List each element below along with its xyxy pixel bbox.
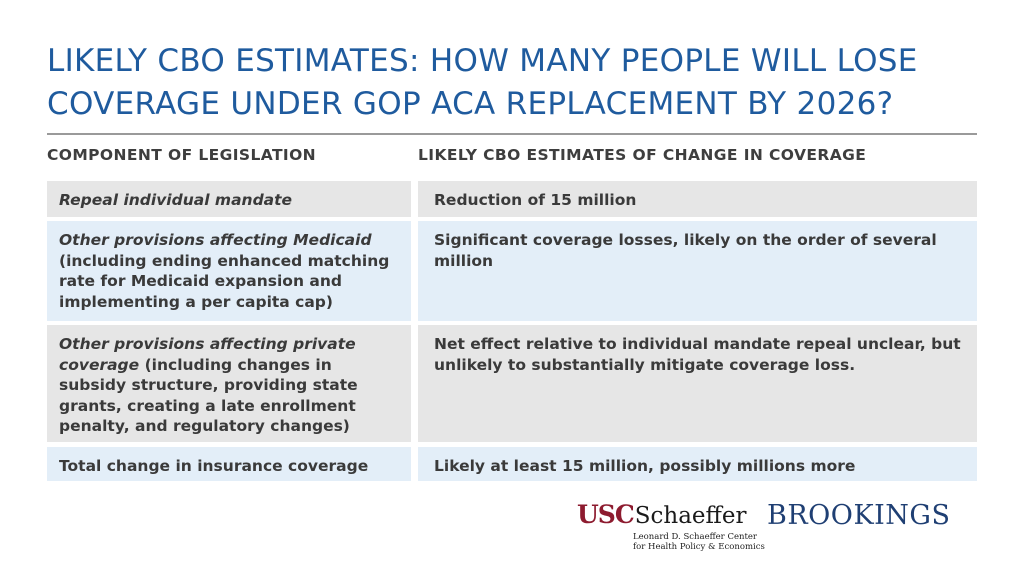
row-3-component-detail: (including changes in subsidy structure,… [59,355,358,436]
column-header-component: COMPONENT OF LEGISLATION [47,146,317,164]
row-3-component-label: Other provisions affecting private cover… [59,335,356,374]
usc-subtitle-2: for Health Policy & Economics [633,542,765,552]
row-2-component-label: Other provisions affecting Medicaid [59,231,372,249]
title-divider [47,133,977,135]
table-row-4-estimate: Likely at least 15 million, possibly mil… [418,447,977,481]
table-row-2-component: Other provisions affecting Medicaid (inc… [47,221,411,321]
usc-mark: USC [577,500,635,529]
brookings-logo: BROOKINGS [767,500,951,531]
row-2-component-detail: (including ending enhanced matching rate… [59,251,390,311]
usc-schaeffer-name: Schaeffer [634,503,747,529]
title-line-2: COVERAGE UNDER GOP ACA REPLACEMENT BY 20… [47,86,894,122]
title-line-1: LIKELY CBO ESTIMATES: HOW MANY PEOPLE WI… [47,43,918,79]
row-4-component-label: Total change in insurance coverage [59,457,369,475]
table-row-1-component: Repeal individual mandate [47,181,411,217]
row-1-component-label: Repeal individual mandate [59,191,293,209]
usc-schaeffer-logo: USC Schaeffer Leonard D. Schaeffer Center… [577,500,765,552]
column-header-estimate: LIKELY CBO ESTIMATES OF CHANGE IN COVERA… [418,146,867,164]
usc-subtitle-1: Leonard D. Schaeffer Center [633,532,757,542]
table-row-3-component: Other provisions affecting private cover… [47,325,411,442]
table-row-4-component: Total change in insurance coverage [47,447,411,481]
page-title: LIKELY CBO ESTIMATES: HOW MANY PEOPLE WI… [47,40,987,126]
table-row-2-estimate: Significant coverage losses, likely on t… [418,221,977,321]
table-row-3-estimate: Net effect relative to individual mandat… [418,325,977,442]
table-row-1-estimate: Reduction of 15 million [418,181,977,217]
